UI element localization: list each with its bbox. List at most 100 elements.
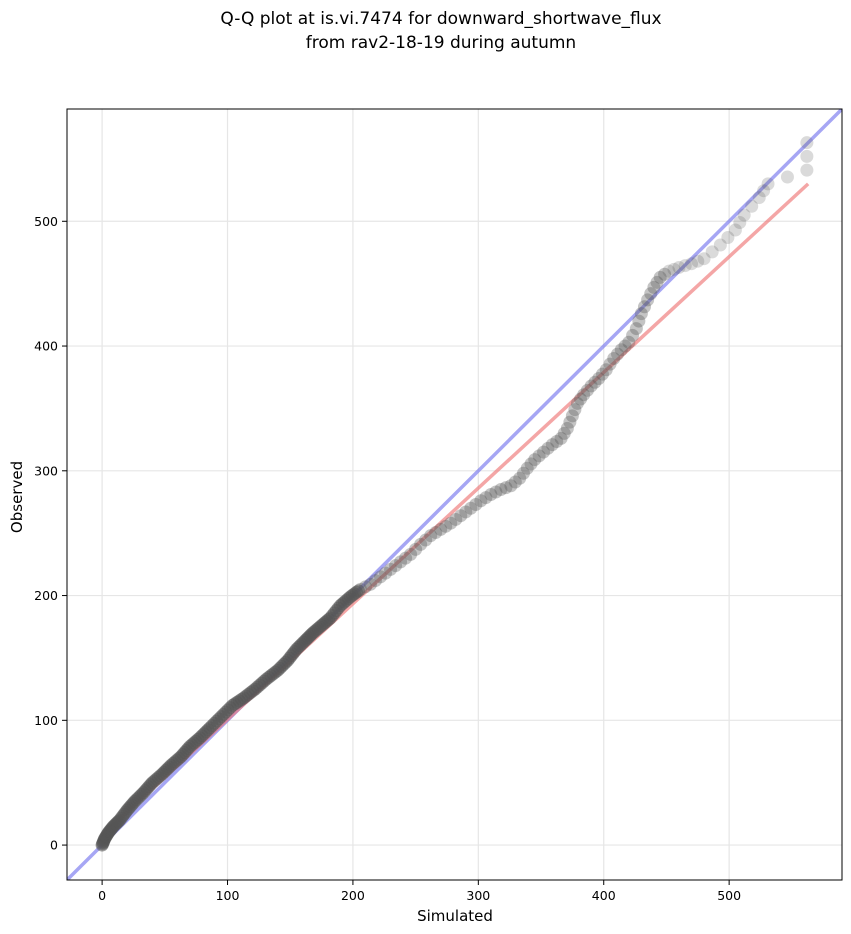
qq-point xyxy=(379,566,393,580)
qq-point xyxy=(374,570,388,584)
qq-point xyxy=(678,259,692,273)
qq-point xyxy=(737,208,751,222)
qq-point xyxy=(554,431,568,445)
axis-ticks: 0 100 200 300 400 500 0 100 200 300 400 500 xyxy=(34,214,741,903)
qq-point xyxy=(728,223,742,237)
qq-point xyxy=(429,526,443,540)
qq-point xyxy=(504,479,518,493)
qq-point xyxy=(489,485,503,499)
qq-point xyxy=(752,191,766,205)
x-tick-label: 100 xyxy=(216,888,240,903)
qq-point xyxy=(592,371,606,385)
qq-point xyxy=(705,245,719,259)
grid xyxy=(67,109,842,880)
qq-point xyxy=(662,264,676,278)
qq-point xyxy=(697,252,711,266)
y-tick-label: 400 xyxy=(34,339,58,354)
qq-point xyxy=(353,582,367,596)
qq-point xyxy=(595,367,609,381)
qq-point xyxy=(721,231,735,244)
qq-point xyxy=(650,275,664,289)
qq-point xyxy=(434,522,448,536)
x-axis-label: Simulated xyxy=(417,907,493,925)
qq-point xyxy=(474,494,488,508)
qq-point xyxy=(384,562,398,576)
qq-point xyxy=(761,177,775,191)
qq-point xyxy=(449,512,463,526)
qq-point xyxy=(424,529,438,543)
qq-point xyxy=(622,335,636,349)
qq-point xyxy=(439,519,453,533)
qq-point xyxy=(363,577,377,591)
qq-point xyxy=(667,262,681,276)
qq-point xyxy=(644,287,658,301)
qq-point xyxy=(603,357,617,371)
qq-point xyxy=(634,307,648,321)
qq-point xyxy=(713,238,727,252)
y-tick-label: 200 xyxy=(34,588,58,603)
qq-point xyxy=(780,170,794,184)
qq-point xyxy=(574,392,588,406)
qq-point xyxy=(632,314,646,328)
qq-point xyxy=(691,254,705,268)
qq-point xyxy=(494,483,508,497)
qq-point xyxy=(419,533,433,547)
qq-point xyxy=(368,574,382,588)
qq-point xyxy=(618,339,632,353)
qq-point xyxy=(629,322,643,336)
qq-point xyxy=(611,347,625,361)
qq-point xyxy=(520,461,534,475)
qq-point xyxy=(528,453,542,467)
y-axis-label: Observed xyxy=(8,461,26,533)
qq-point xyxy=(404,547,418,561)
qq-point xyxy=(626,328,640,342)
qq-point xyxy=(658,267,672,281)
qq-point xyxy=(454,509,468,523)
x-tick-label: 500 xyxy=(717,888,741,903)
qq-point xyxy=(560,421,574,435)
qq-point xyxy=(550,434,564,448)
qq-point xyxy=(541,441,555,455)
qq-point xyxy=(800,136,814,150)
qq-point xyxy=(563,415,577,429)
qq-point xyxy=(800,163,814,177)
chart-title-line-1: Q-Q plot at is.vi.7474 for downward_shor… xyxy=(220,9,661,29)
qq-point xyxy=(484,488,498,501)
qq-point xyxy=(464,501,478,515)
qq-point xyxy=(524,457,538,471)
qq-point xyxy=(570,396,584,410)
y-tick-label: 0 xyxy=(50,838,58,853)
qq-point xyxy=(685,257,699,271)
qq-point xyxy=(580,383,594,397)
qq-point xyxy=(647,280,661,294)
qq-point xyxy=(537,445,551,459)
y-tick-label: 300 xyxy=(34,463,58,478)
x-tick-label: 0 xyxy=(98,888,106,903)
qq-point xyxy=(358,580,372,594)
qq-point xyxy=(557,426,571,440)
qq-point xyxy=(389,559,403,573)
qq-point xyxy=(672,260,686,274)
qq-point xyxy=(444,516,458,530)
qq-point xyxy=(733,216,747,230)
plot-frame xyxy=(66,108,843,881)
qq-point xyxy=(584,379,598,393)
qq-point xyxy=(499,481,513,495)
qq-point xyxy=(653,270,667,284)
qq-point xyxy=(568,403,582,417)
x-tick-label: 400 xyxy=(592,888,616,903)
qq-point xyxy=(607,352,621,366)
qq-point xyxy=(614,343,628,357)
qq-point xyxy=(508,475,522,489)
qq-point xyxy=(532,449,546,463)
identity-line xyxy=(67,109,842,880)
qq-point xyxy=(565,409,579,423)
qq-point xyxy=(516,466,530,480)
qq-point xyxy=(588,375,602,389)
qq-point xyxy=(757,184,771,198)
y-tick-label: 500 xyxy=(34,214,58,229)
qq-point xyxy=(459,505,473,519)
qq-point xyxy=(414,537,428,551)
qq-point xyxy=(469,497,483,511)
